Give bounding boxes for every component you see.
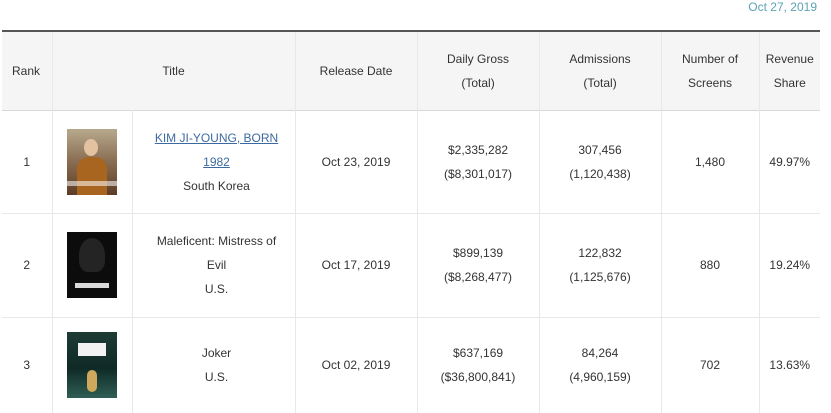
- admissions-value: 122,832: [578, 246, 622, 260]
- release-date-cell: Oct 23, 2019: [295, 110, 418, 213]
- total-admissions-value: (4,960,159): [569, 370, 631, 384]
- admissions-value: 84,264: [581, 346, 619, 360]
- title-cell: KIM JI-YOUNG, BORN 1982 South Korea: [132, 110, 296, 213]
- screens-cell: 1,480: [661, 110, 760, 213]
- daily-gross-header-line2: (Total): [461, 75, 495, 90]
- rank-cell: 1: [2, 110, 53, 213]
- daily-gross-value: $637,169: [452, 346, 504, 360]
- movie-title-link-line2[interactable]: 1982: [203, 154, 230, 169]
- daily-gross-value: $2,335,282: [447, 142, 509, 157]
- title-cell: Joker U.S.: [132, 317, 296, 413]
- country-label: U.S.: [204, 370, 229, 384]
- admissions-value: 307,456: [578, 142, 622, 157]
- movie-title-text: Maleficent: Mistress of: [156, 234, 277, 248]
- revenue-share-cell: 19.24%: [769, 258, 811, 272]
- screens-header-line1: Number of: [682, 51, 739, 66]
- rank-column-header: Rank: [2, 31, 53, 110]
- share-header-line2: Share: [773, 75, 806, 90]
- daily-gross-cell: $2,335,282 ($8,301,017): [417, 110, 540, 213]
- rank-cell: 3: [2, 317, 53, 413]
- total-admissions-value: (1,125,676): [569, 270, 631, 284]
- daily-gross-cell: $637,169 ($36,800,841): [417, 317, 540, 413]
- table-header-row: Rank Title Release Date Daily Gross (Tot…: [2, 31, 821, 110]
- daily-gross-value: $899,139: [452, 246, 504, 260]
- total-gross-value: ($8,301,017): [443, 166, 513, 181]
- report-date: Oct 27, 2019: [748, 0, 817, 14]
- movie-poster-icon[interactable]: [67, 232, 117, 298]
- rank-cell: 2: [2, 213, 53, 317]
- release-date-cell: Oct 02, 2019: [295, 317, 418, 413]
- movie-title-link[interactable]: KIM JI-YOUNG, BORN: [154, 130, 279, 145]
- daily-gross-cell: $899,139 ($8,268,477): [417, 213, 540, 317]
- daily-gross-header-line1: Daily Gross: [447, 51, 510, 66]
- daily-gross-column-header: Daily Gross (Total): [417, 31, 540, 110]
- poster-cell: [52, 110, 133, 213]
- box-office-table: Rank Title Release Date Daily Gross (Tot…: [2, 30, 821, 413]
- title-column-header: Title: [52, 31, 296, 110]
- admissions-header-line1: Admissions: [569, 51, 631, 66]
- total-gross-value: ($36,800,841): [440, 370, 516, 384]
- release-date-cell: Oct 17, 2019: [295, 213, 418, 317]
- movie-poster-icon[interactable]: [67, 332, 117, 398]
- revenue-share-cell: 13.63%: [769, 358, 811, 372]
- revenue-share-cell: 49.97%: [769, 154, 811, 169]
- share-header-line1: Revenue: [765, 51, 814, 66]
- country-label: South Korea: [183, 178, 250, 193]
- movie-title-text: Joker: [201, 346, 232, 360]
- revenue-share-column-header: Revenue Share: [759, 31, 820, 110]
- admissions-cell: 122,832 (1,125,676): [539, 213, 662, 317]
- admissions-cell: 307,456 (1,120,438): [539, 110, 662, 213]
- admissions-header-line2: (Total): [583, 75, 617, 90]
- total-admissions-value: (1,120,438): [569, 166, 631, 181]
- movie-poster-icon[interactable]: [67, 128, 117, 195]
- table-row: 3 Joker U.S. Oct 02, 2019 $637,169 ($36,…: [2, 317, 821, 413]
- movie-title-text-line2: Evil: [206, 258, 227, 272]
- admissions-column-header: Admissions (Total): [539, 31, 662, 110]
- screens-cell: 702: [661, 317, 760, 413]
- screens-header-line2: Screens: [688, 75, 733, 90]
- country-label: U.S.: [204, 282, 229, 296]
- table-row: 1 KIM JI-YOUNG, BORN 1982 South Korea Oc…: [2, 110, 821, 213]
- poster-cell: [52, 317, 133, 413]
- release-date-column-header: Release Date: [295, 31, 418, 110]
- poster-cell: [52, 213, 133, 317]
- screens-column-header: Number of Screens: [661, 31, 760, 110]
- admissions-cell: 84,264 (4,960,159): [539, 317, 662, 413]
- table-row: 2 Maleficent: Mistress of Evil U.S. Oct …: [2, 213, 821, 317]
- screens-cell: 880: [661, 213, 760, 317]
- title-cell: Maleficent: Mistress of Evil U.S.: [132, 213, 296, 317]
- total-gross-value: ($8,268,477): [443, 270, 513, 284]
